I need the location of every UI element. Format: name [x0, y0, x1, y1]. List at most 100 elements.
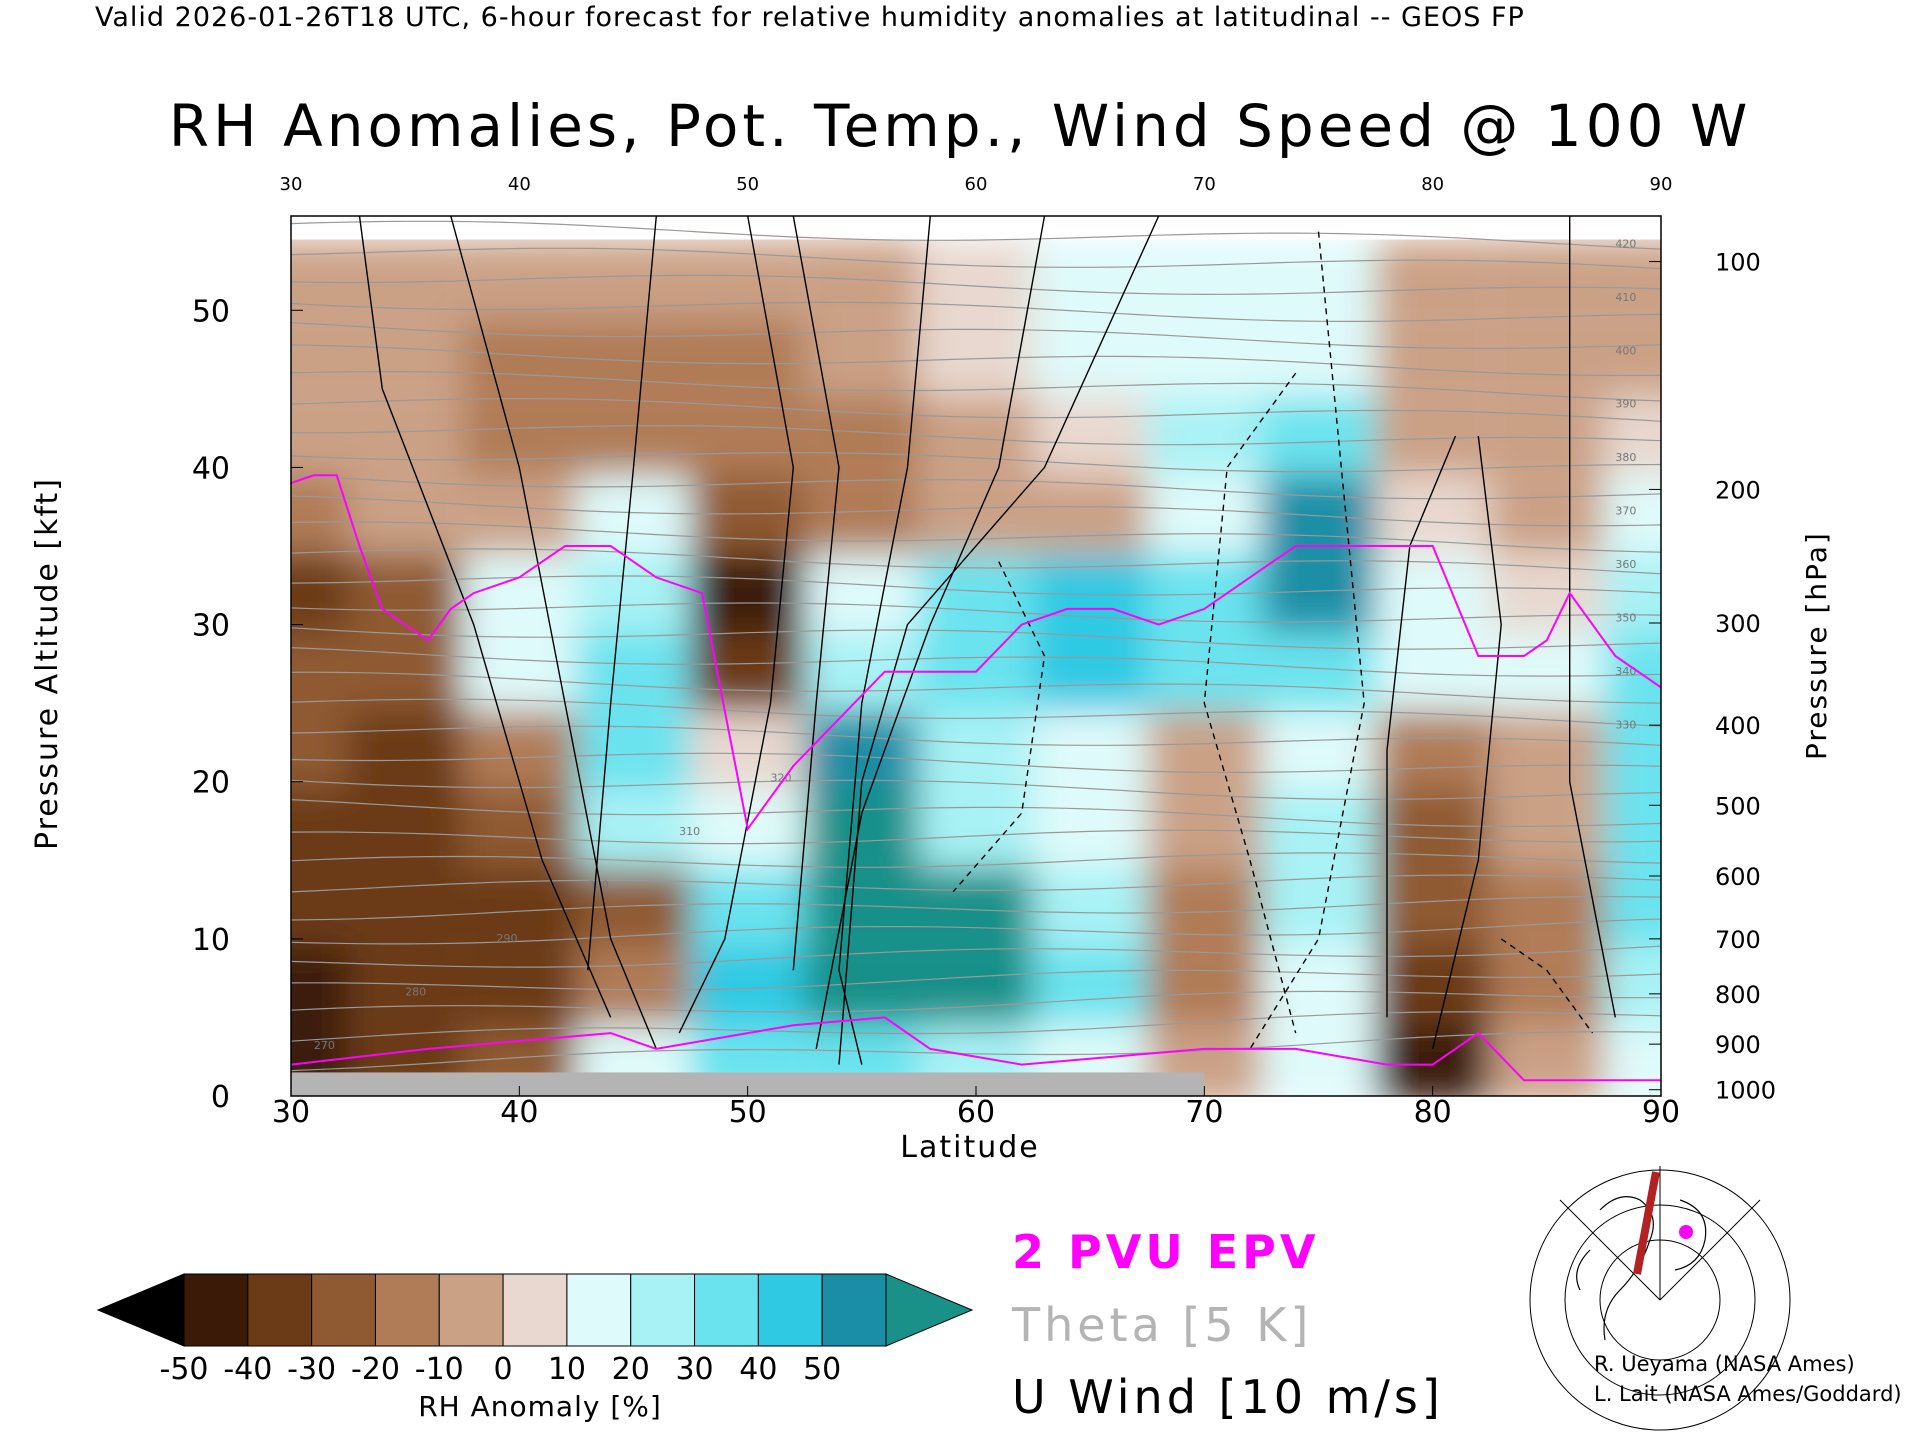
u-wind-contour [1432, 435, 1502, 1050]
colorbar-segment [757, 1273, 823, 1347]
rh-cell [291, 396, 349, 476]
legend-epv: 2 PVU EPV [1012, 1225, 1320, 1279]
theta-label: 280 [405, 985, 426, 998]
rh-cell [1147, 632, 1262, 711]
rh-cell [348, 868, 463, 947]
rh-cell [291, 475, 349, 554]
colorbar-segment [566, 1273, 632, 1347]
rh-cell [1489, 868, 1604, 947]
theta-contour [291, 969, 1661, 991]
theta-contour [291, 799, 1661, 827]
rh-cell [804, 789, 919, 869]
rh-cell [918, 789, 1034, 869]
rh-cell [1489, 475, 1604, 554]
epv-series-line [291, 474, 1661, 832]
pressure-tick-label: 300 [1715, 610, 1761, 638]
pressure-tick-label: 900 [1715, 1031, 1761, 1059]
credit-line-2: L. Lait (NASA Ames/Goddard) [1594, 1382, 1902, 1406]
rh-cell [576, 632, 691, 711]
colorbar-segment [821, 1273, 887, 1347]
rh-cell [918, 868, 1034, 947]
rh-cell [1033, 632, 1148, 711]
rh-cell [1489, 239, 1604, 319]
pressure-tick-label: 100 [1715, 249, 1761, 277]
rh-cell [1033, 396, 1148, 476]
theta-contour [291, 274, 1661, 296]
colorbar-segment [247, 1273, 313, 1347]
chart-title: RH Anomalies, Pot. Temp., Wind Speed @ 1… [168, 92, 1752, 160]
colorbar-segment [311, 1273, 376, 1347]
rh-cell [918, 946, 1034, 1026]
rh-cell [348, 946, 463, 1026]
y-tick-label: 30 [192, 609, 230, 644]
theta-label: 420 [1615, 237, 1636, 250]
rh-cell [1261, 475, 1376, 554]
theta-contour [291, 1031, 1661, 1072]
rh-cell [348, 632, 463, 711]
x-top-tick-label: 60 [965, 174, 988, 195]
valid-time-header: Valid 2026-01-26T18 UTC, 6-hour forecast… [95, 2, 1525, 33]
rh-cell [1489, 632, 1604, 711]
rh-cell [1033, 711, 1148, 790]
rh-cell [1489, 318, 1604, 397]
rh-cell [576, 946, 691, 1026]
rh-cell [1375, 946, 1490, 1026]
pressure-tick-label: 200 [1715, 476, 1761, 504]
rh-cell [1261, 1025, 1376, 1096]
x-tick-label: 70 [1185, 1095, 1223, 1130]
rh-cell [1603, 239, 1661, 319]
colorbar-segment [630, 1273, 696, 1347]
u-wind-contour [358, 216, 612, 1018]
pressure-tick-label: 700 [1715, 926, 1761, 954]
y-tick-label: 40 [192, 451, 230, 486]
colorbar-segment [374, 1273, 440, 1347]
colorbar [96, 1273, 974, 1347]
rh-cell [804, 396, 919, 476]
rh-cell [1033, 475, 1148, 554]
rh-cell [1375, 318, 1490, 397]
x-top-tick-label: 40 [508, 174, 531, 195]
u-wind-contour [587, 216, 657, 971]
axis-ticks: 3030404050506060707080809090010203040501… [192, 174, 1776, 1130]
legend-theta: Theta [5 K] [1012, 1298, 1313, 1352]
x-tick-label: 80 [1414, 1095, 1452, 1130]
x-top-tick-label: 90 [1650, 174, 1673, 195]
rh-cell [576, 475, 691, 554]
rh-cell [690, 632, 805, 711]
u-wind-contour [678, 216, 795, 1034]
x-top-tick-label: 50 [736, 174, 759, 195]
rh-cell [804, 711, 919, 790]
u-wind-contours [358, 216, 1616, 1065]
rh-cell [462, 475, 577, 554]
colorbar-tick-label: 10 [547, 1352, 586, 1387]
rh-cell [690, 396, 805, 476]
x-axis-label: Latitude [900, 1130, 1040, 1165]
rh-cell [804, 475, 919, 554]
y-tick-label: 50 [192, 294, 230, 329]
theta-contour [291, 671, 1661, 704]
colorbar-tick-label: 20 [611, 1352, 650, 1387]
rh-cell [1033, 239, 1148, 319]
u-wind-contour [1386, 435, 1457, 1018]
epv-2pvu-line [291, 474, 1661, 1082]
rh-cell [1261, 239, 1376, 319]
theta-contour [291, 474, 1661, 500]
pressure-tick-label: 400 [1715, 712, 1761, 740]
rh-cell [804, 553, 919, 633]
rh-cell [291, 318, 349, 397]
theta-contour [291, 945, 1661, 968]
x-tick-label: 60 [957, 1095, 995, 1130]
theta-contour [291, 301, 1661, 322]
rh-cell [1147, 946, 1262, 1026]
theta-contour [291, 698, 1661, 727]
u-wind-contour [1569, 216, 1616, 1018]
rh-cell [576, 711, 691, 790]
theta-contour [291, 1011, 1661, 1042]
colorbar-segment [183, 1273, 249, 1347]
colorbar-tick-label: -20 [350, 1352, 400, 1387]
theta-contour [291, 990, 1661, 1013]
rh-cell [576, 553, 691, 633]
pressure-tick-label: 1000 [1715, 1077, 1776, 1105]
rh-cell [1147, 239, 1262, 319]
theta-label: 370 [1615, 505, 1636, 518]
